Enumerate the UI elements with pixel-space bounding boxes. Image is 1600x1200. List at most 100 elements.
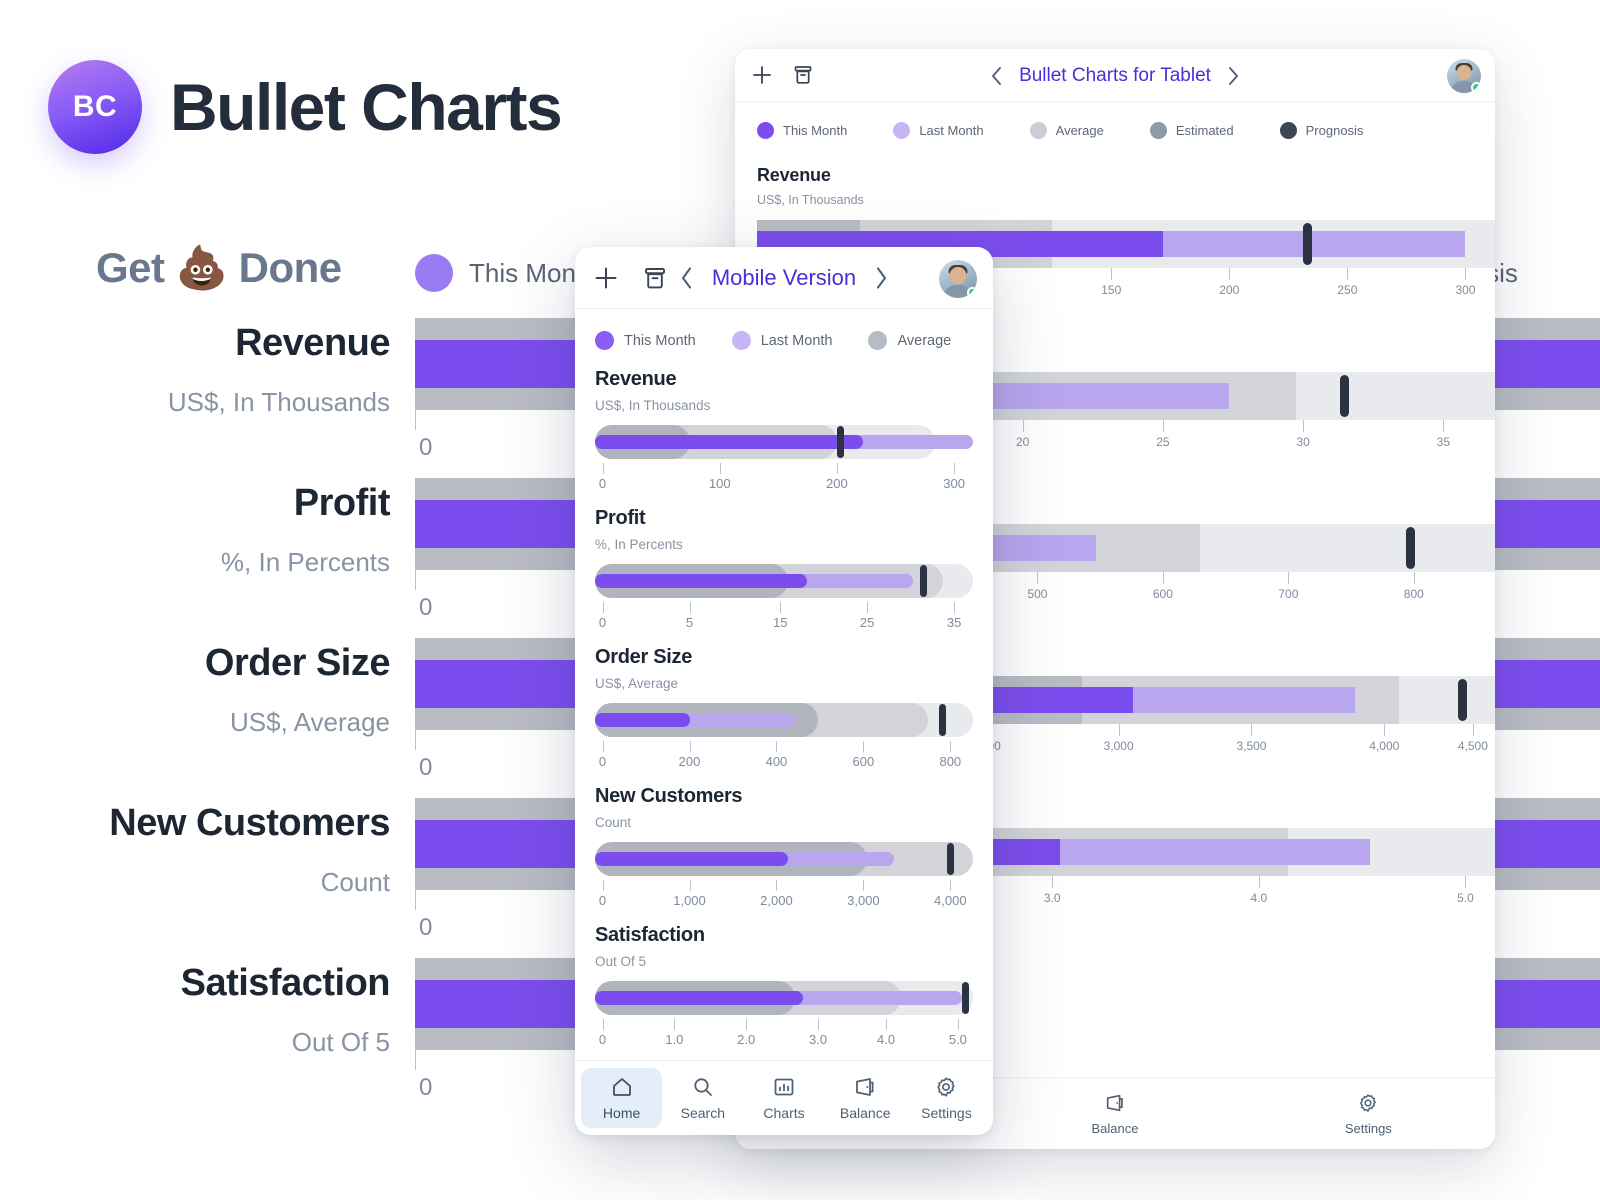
nav-item-settings[interactable]: Settings — [1242, 1092, 1495, 1136]
mobile-window: Mobile Version This Month Last Month Avera… — [575, 247, 993, 1135]
legend-item-last-month[interactable]: Last Month — [893, 122, 984, 139]
chart-axis: 0 1,000 2,000 3,000 4,000 — [595, 876, 973, 916]
desktop-row-name: New Customers — [109, 802, 390, 844]
axis-tick-label: 2.0 — [737, 1032, 756, 1047]
nav-item-label: Balance — [839, 1105, 891, 1121]
mobile-chart-row: Satisfaction Out Of 5 0 1.0 2.0 3.0 4.0 5.0 — [575, 916, 993, 1055]
desktop-row-unit: US$, In Thousands — [167, 387, 390, 417]
bullet-chart[interactable]: 0 5 15 25 35 — [595, 564, 973, 638]
bullet-chart[interactable]: 0 200 400 600 800 — [595, 703, 973, 777]
mobile-legend: This Month Last Month Average — [575, 309, 993, 360]
axis-tick-label: 200 — [826, 476, 848, 491]
axis-tick-label: 3.0 — [1043, 891, 1061, 905]
axis-tick-label: 3,000 — [1103, 739, 1134, 753]
desktop-row-label: Satisfaction Out Of 5 — [0, 962, 391, 1058]
chart-name: New Customers — [595, 785, 743, 807]
nav-item-label: Settings — [1344, 1120, 1392, 1136]
gear-icon — [934, 1075, 958, 1099]
mobile-title[interactable]: Mobile Version — [711, 265, 857, 290]
legend-item-average[interactable]: Average — [1029, 122, 1104, 139]
axis-tick-label: 15 — [772, 615, 788, 630]
plus-icon[interactable] — [751, 64, 773, 86]
nav-item-settings[interactable]: Settings — [906, 1068, 987, 1128]
axis-tick-label: 600 — [1152, 587, 1173, 601]
nav-item-search[interactable]: Search — [662, 1068, 743, 1128]
desktop-row-name: Order Size — [204, 642, 391, 684]
axis-tick-label: 0 — [598, 893, 607, 908]
bullet-bars — [595, 981, 973, 1015]
bullet-chart[interactable]: 0 1.0 2.0 3.0 4.0 5.0 — [595, 981, 973, 1055]
axis-tick-label: 200 — [678, 754, 701, 769]
axis-tick-label: 700 — [1278, 587, 1299, 601]
legend-label: Estimated — [1175, 123, 1234, 138]
desktop-axis: 0 — [415, 730, 1600, 782]
axis-tick-label: 400 — [765, 754, 788, 769]
bullet-chart[interactable]: 0 1,000 2,000 3,000 4,000 — [595, 842, 973, 916]
axis-tick-label: 0 — [598, 1032, 607, 1047]
chevron-left-icon[interactable] — [990, 66, 1003, 86]
search-icon — [691, 1075, 715, 1099]
wallet-icon — [853, 1075, 877, 1099]
chart-name: Revenue — [595, 368, 677, 390]
mobile-chart-row: Profit %, In Percents 0 5 15 25 35 — [575, 499, 993, 638]
plus-icon[interactable] — [593, 265, 619, 291]
axis-tick-label: 4,500 — [1457, 739, 1488, 753]
chart-unit: %, In Percents — [595, 537, 683, 552]
legend-item-this-month[interactable]: This Month — [595, 331, 696, 350]
desktop-row-label: Revenue US$, In Thousands — [0, 322, 391, 418]
desktop-axis: 0 — [415, 570, 1600, 622]
legend-item-this-month[interactable]: This Month — [757, 122, 847, 139]
axis-tick-label: 4,000 — [1369, 739, 1400, 753]
nav-item-home[interactable]: Home — [581, 1068, 663, 1128]
axis-tick-label: 250 — [1337, 283, 1358, 297]
nav-item-balance[interactable]: Balance — [825, 1068, 906, 1128]
desktop-row-label: New Customers Count — [0, 802, 390, 898]
axis-tick-label: 800 — [939, 754, 962, 769]
chevron-right-icon[interactable] — [874, 266, 889, 290]
legend-swatch-icon — [415, 254, 453, 292]
chart-axis: 0 200 400 600 800 — [595, 737, 973, 777]
legend-item-prognosis[interactable]: Prognosis — [1279, 122, 1363, 139]
axis-tick-label: 500 — [1027, 587, 1048, 601]
desktop-axis: 0 — [415, 410, 1600, 462]
chart-name: Revenue — [757, 165, 831, 185]
prognosis-marker — [938, 704, 946, 736]
archive-icon[interactable] — [643, 265, 667, 291]
tablet-title[interactable]: Bullet Charts for Tablet — [1019, 64, 1211, 86]
desktop-row-name: Revenue — [235, 322, 390, 364]
axis-tick-label: 300 — [1455, 283, 1476, 297]
legend-item-this-month[interactable]: This Month — [415, 254, 598, 292]
nav-item-charts[interactable]: Charts — [743, 1068, 824, 1128]
bullet-chart[interactable]: 0 100 200 300 — [595, 425, 973, 499]
axis-tick-label: 2,000 — [760, 893, 793, 908]
desktop-row-name: Satisfaction — [180, 962, 391, 1004]
axis-tick-label: 300 — [943, 476, 965, 491]
desktop-row-unit: %, In Percents — [220, 547, 390, 577]
legend-swatch-icon — [1149, 122, 1167, 139]
axis-tick-label: 100 — [708, 476, 731, 491]
nav-item-balance[interactable]: Balance — [988, 1092, 1241, 1136]
chart-unit: US$, In Thousands — [757, 193, 864, 207]
axis-tick-label: 0 — [419, 914, 433, 941]
desktop-row-name: Profit — [293, 482, 391, 524]
legend-item-average[interactable]: Average — [868, 331, 951, 350]
axis-tick-label: 0 — [598, 615, 607, 630]
status-badge — [1471, 82, 1481, 93]
axis-tick-label: 5 — [685, 615, 694, 630]
mobile-bottom-nav: Home Search Charts Balance Settings — [575, 1060, 993, 1135]
desktop-axis: 0 — [415, 1050, 1600, 1102]
chevron-left-icon[interactable] — [679, 266, 694, 290]
avatar[interactable] — [1447, 59, 1481, 93]
chart-name: Satisfaction — [595, 924, 705, 946]
tablet-topbar: Bullet Charts for Tablet — [735, 49, 1495, 102]
chart-axis: 0 100 200 300 — [595, 459, 973, 499]
legend-item-estimated[interactable]: Estimated — [1149, 122, 1234, 139]
legend-swatch-icon — [1279, 122, 1297, 139]
legend-item-last-month[interactable]: Last Month — [731, 331, 832, 350]
avatar[interactable] — [939, 260, 977, 298]
axis-tick-label: 3,500 — [1236, 739, 1267, 753]
page-title: Bullet Charts — [170, 70, 563, 144]
archive-icon[interactable] — [793, 64, 813, 86]
chevron-right-icon[interactable] — [1227, 66, 1240, 86]
mobile-chart-row: New Customers Count 0 1,000 2,000 3,000 4,000 — [575, 777, 993, 916]
